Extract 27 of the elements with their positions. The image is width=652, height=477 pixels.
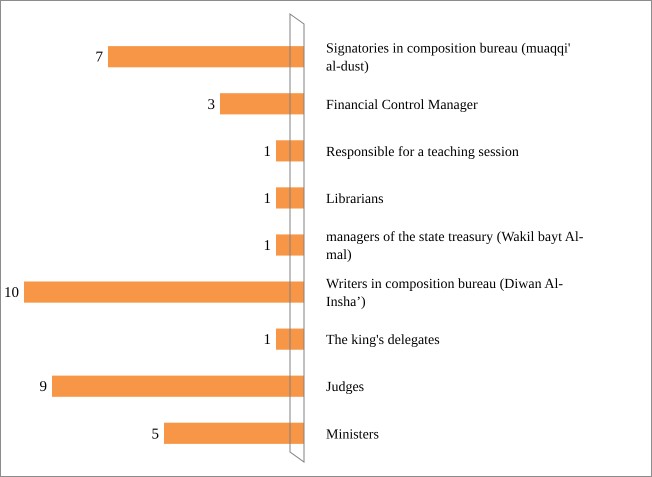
data-label: 1 bbox=[264, 144, 271, 160]
bar bbox=[276, 187, 304, 209]
y-tick-label: Ministers bbox=[326, 427, 379, 442]
bar bbox=[276, 140, 304, 162]
data-label: 1 bbox=[264, 238, 271, 254]
y-tick-label: Judges bbox=[326, 380, 364, 396]
y-tick-label: managers of the state treasury (Wakil bayt Al-mal) bbox=[326, 230, 584, 263]
bar bbox=[24, 281, 304, 303]
data-label: 10 bbox=[4, 285, 19, 302]
bar bbox=[276, 328, 304, 350]
bar bbox=[52, 376, 304, 397]
data-label: 3 bbox=[208, 96, 215, 113]
data-label: 1 bbox=[264, 332, 271, 348]
data-label: 7 bbox=[96, 50, 104, 66]
bar bbox=[220, 93, 304, 114]
data-label: 9 bbox=[40, 379, 47, 396]
bar bbox=[108, 46, 304, 68]
y-tick-label: Signatories in composition bureau (muaqqi' al-dust) bbox=[326, 42, 570, 75]
bar bbox=[164, 422, 304, 444]
data-label: 1 bbox=[264, 190, 271, 207]
y-tick-label: The king's delegates bbox=[326, 333, 440, 348]
bar bbox=[276, 234, 304, 256]
y-tick-label: Writers in composition bureau (Diwan Al-Insha’) bbox=[326, 277, 564, 310]
y-tick-label: Financial Control Manager bbox=[326, 98, 478, 113]
data-label: 5 bbox=[152, 426, 159, 442]
y-tick-label: Responsible for a teaching session bbox=[326, 144, 519, 160]
y-tick-label: Librarians bbox=[326, 192, 384, 207]
